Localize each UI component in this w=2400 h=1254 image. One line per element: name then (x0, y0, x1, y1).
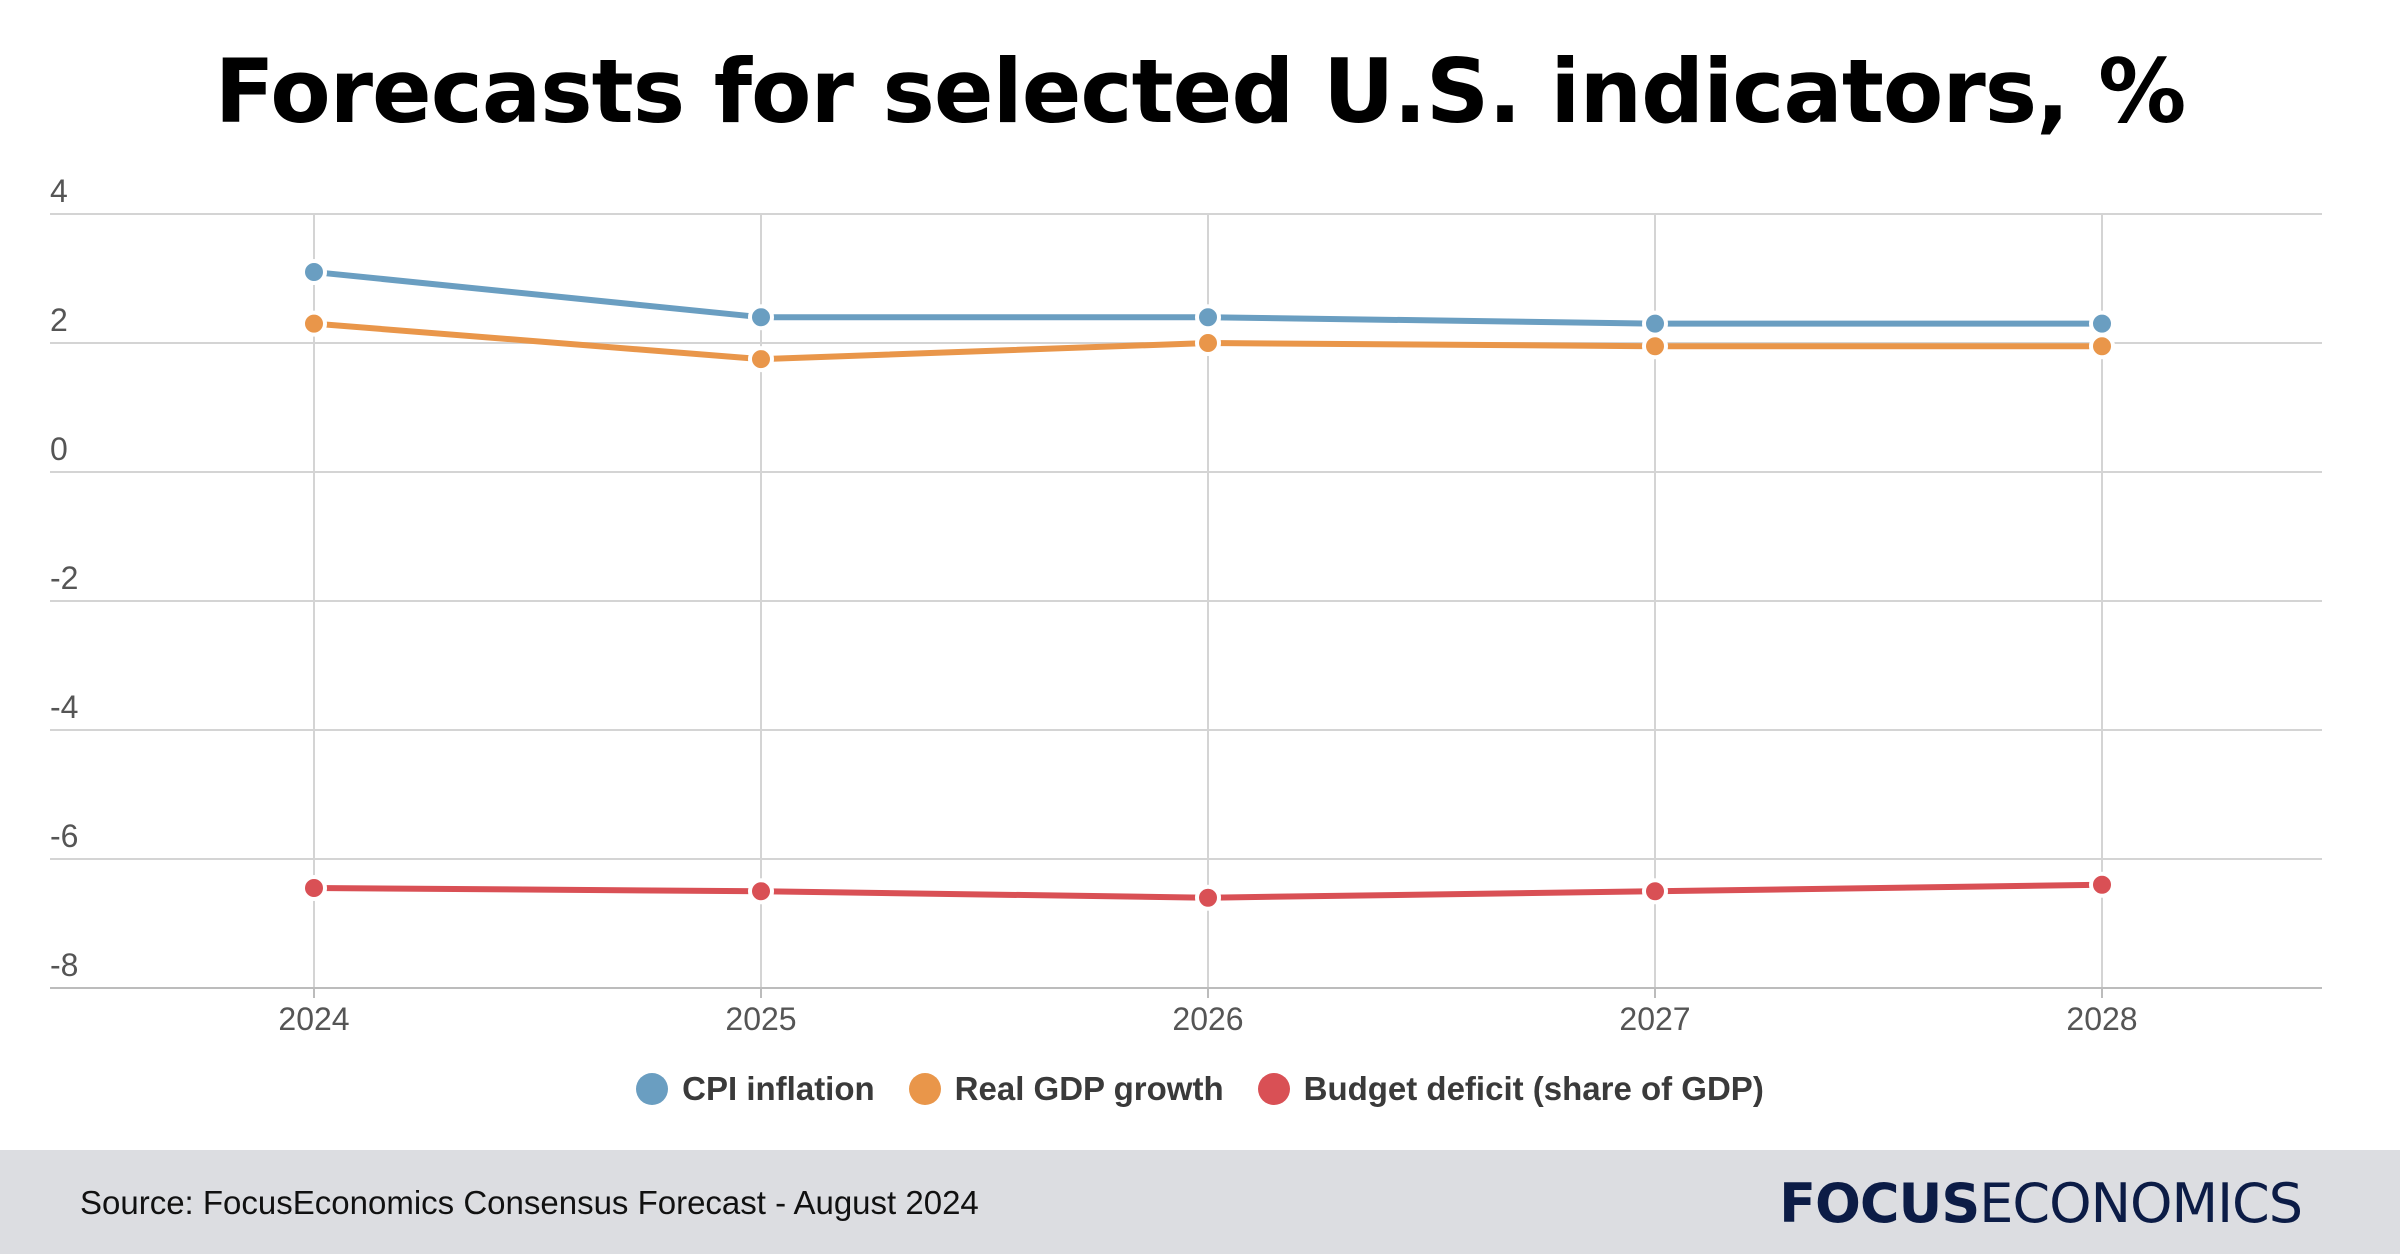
x-tick-label: 2026 (1172, 1001, 1243, 1037)
legend-item-deficit[interactable]: Budget deficit (share of GDP) (1257, 1070, 1764, 1108)
x-tick-label: 2025 (725, 1001, 796, 1037)
data-point-2-0 (301, 875, 327, 902)
footer-bar: Source: FocusEconomics Consensus Forecas… (0, 1150, 2400, 1254)
legend-item-gdp[interactable]: Real GDP growth (908, 1070, 1224, 1108)
data-point-1-0 (301, 310, 327, 337)
legend-swatch-deficit (1257, 1073, 1290, 1105)
legend-item-cpi[interactable]: CPI inflation (636, 1070, 875, 1108)
data-point-2-4 (2089, 871, 2115, 898)
chart-title: Forecasts for selected U.S. indicators, … (214, 40, 2187, 143)
legend-swatch-cpi (636, 1073, 669, 1105)
y-tick-label: 2 (50, 302, 68, 338)
x-tick-label: 2027 (1619, 1001, 1690, 1037)
y-tick-label: -4 (50, 689, 78, 725)
y-tick-label: -6 (50, 818, 78, 854)
data-point-0-1 (748, 304, 774, 331)
data-point-0-0 (301, 259, 327, 286)
logo-bold-text: FOCUS (1779, 1172, 1980, 1235)
source-note: Source: FocusEconomics Consensus Forecas… (80, 1184, 979, 1221)
logo-light-text: ECONOMICS (1979, 1172, 2303, 1235)
data-point-2-2 (1195, 884, 1221, 911)
legend-label-cpi: CPI inflation (682, 1070, 875, 1107)
legend: CPI inflation Real GDP growth Budget def… (0, 1070, 2400, 1108)
data-point-0-3 (1642, 310, 1668, 337)
data-point-1-2 (1195, 330, 1221, 356)
line-chart: 4 2 0 -2 -4 -6 -8 2024 2025 2026 2027 2028 (50, 173, 2322, 1037)
data-point-1-1 (748, 346, 774, 373)
x-tick-label: 2028 (2066, 1001, 2137, 1037)
legend-label-gdp: Real GDP growth (954, 1070, 1224, 1107)
data-point-2-1 (748, 878, 774, 905)
data-point-1-4 (2089, 333, 2115, 360)
y-tick-label: -2 (50, 560, 78, 596)
data-point-0-4 (2089, 310, 2115, 337)
data-point-2-3 (1642, 878, 1668, 905)
focuseconomics-logo[interactable]: FOCUSECONOMICS (1779, 1172, 2303, 1235)
y-tick-label: -8 (50, 947, 78, 983)
legend-swatch-gdp (908, 1073, 941, 1105)
legend-label-deficit: Budget deficit (share of GDP) (1303, 1070, 1764, 1107)
y-tick-label: 0 (50, 431, 68, 467)
data-point-0-2 (1195, 304, 1221, 331)
y-tick-label: 4 (50, 173, 68, 209)
data-point-1-3 (1642, 333, 1668, 360)
x-tick-label: 2024 (278, 1001, 349, 1037)
